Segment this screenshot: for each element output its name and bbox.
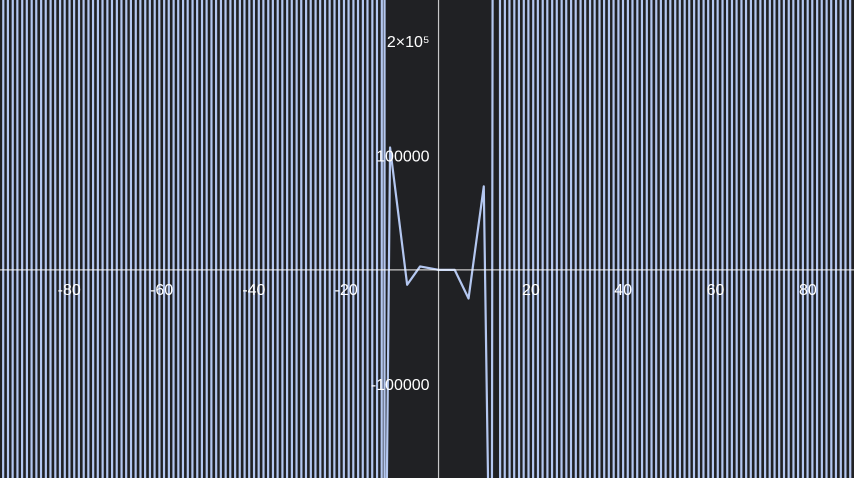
- x-tick-label: -60: [150, 282, 173, 299]
- x-tick-label: 60: [707, 282, 725, 299]
- y-tick-label: -100000: [371, 377, 430, 394]
- y-tick-label: 100000: [376, 149, 429, 166]
- y-tick-label: 2×10⁵: [387, 34, 430, 51]
- x-tick-label: -20: [335, 282, 358, 299]
- x-tick-label: 80: [799, 282, 817, 299]
- x-tick-label: 40: [614, 282, 632, 299]
- x-tick-label: 20: [522, 282, 540, 299]
- x-tick-label: -40: [242, 282, 265, 299]
- x-tick-label: -80: [58, 282, 81, 299]
- tick-label-layer: -80 -60 -40 -20 20 40 60 80 2×10⁵ 100000 -100000: [58, 34, 817, 394]
